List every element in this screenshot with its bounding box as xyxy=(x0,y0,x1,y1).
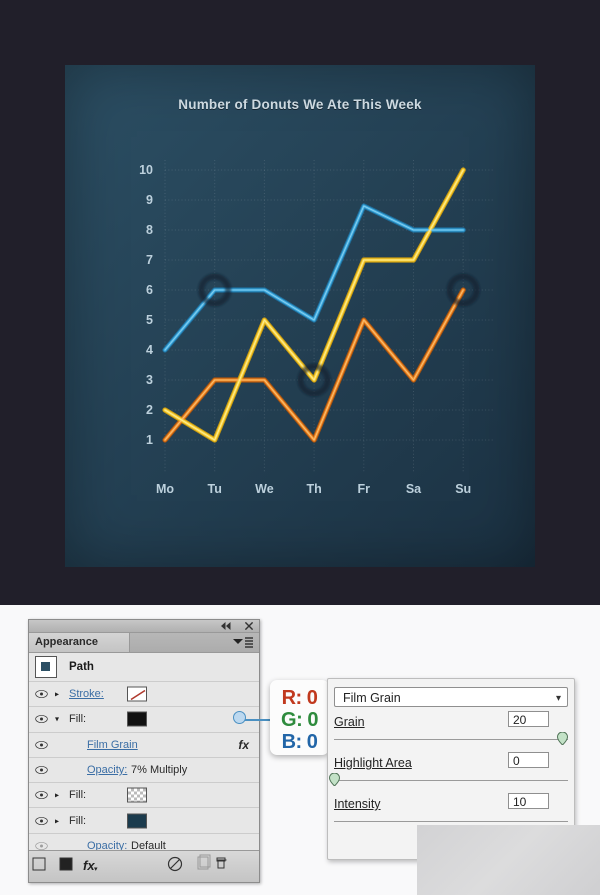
svg-text:8: 8 xyxy=(146,223,153,237)
svg-text:2: 2 xyxy=(146,403,153,417)
svg-text:10: 10 xyxy=(139,163,153,177)
svg-text:1: 1 xyxy=(146,433,153,447)
svg-text:Mo: Mo xyxy=(156,482,174,496)
svg-text:5: 5 xyxy=(146,313,153,327)
svg-text:Su: Su xyxy=(455,482,471,496)
svg-text:3: 3 xyxy=(146,373,153,387)
svg-text:Tu: Tu xyxy=(208,482,222,496)
svg-text:4: 4 xyxy=(146,343,153,357)
svg-text:Sa: Sa xyxy=(406,482,422,496)
svg-text:6: 6 xyxy=(146,283,153,297)
svg-text:Fr: Fr xyxy=(358,482,371,496)
svg-text:▾: ▾ xyxy=(94,866,98,873)
svg-text:We: We xyxy=(255,482,274,496)
svg-text:7: 7 xyxy=(146,253,153,267)
svg-text:9: 9 xyxy=(146,193,153,207)
svg-text:Th: Th xyxy=(306,482,321,496)
